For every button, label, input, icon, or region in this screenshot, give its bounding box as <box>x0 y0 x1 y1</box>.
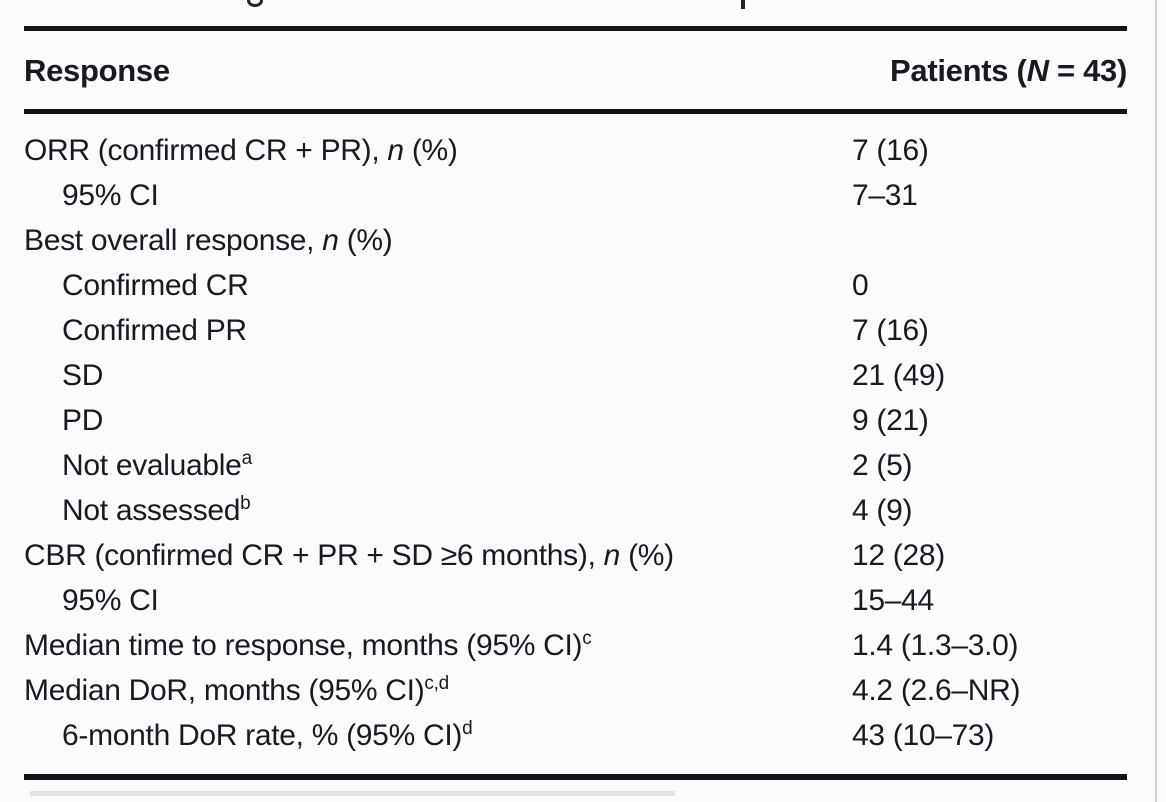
row-label: SD <box>24 353 852 398</box>
row-value: 7 (16) <box>852 314 929 347</box>
table-row: Confirmed PR 7 (16) <box>24 308 1127 353</box>
label-text: Confirmed PR <box>62 314 247 347</box>
table-row: 95% CI 15–44 <box>24 578 1127 623</box>
footnote-marker: d <box>462 718 473 739</box>
caption-remnant-descender-p <box>741 0 745 9</box>
row-value: 0 <box>852 269 869 302</box>
footnote-marker: b <box>240 493 251 514</box>
row-value: 43 (10–73) <box>852 719 995 752</box>
row-label: Best overall response, n (%) <box>24 218 852 263</box>
row-value: 4 (9) <box>852 494 913 527</box>
row-label: Median DoR, months (95% CI)c,d <box>24 668 852 713</box>
table-row: SD 21 (49) <box>24 353 1127 398</box>
label-text: CBR (confirmed CR + PR + SD ≥6 months), <box>24 539 604 572</box>
label-text: Not assessed <box>62 494 241 527</box>
label-text: n <box>322 224 339 257</box>
label-text: ORR (confirmed CR + PR), <box>24 134 388 167</box>
table-row: 6-month DoR rate, % (95% CI)d 43 (10–73) <box>24 713 1127 758</box>
label-text: (%) <box>403 134 458 167</box>
row-label: PD <box>24 398 852 443</box>
row-label: ORR (confirmed CR + PR), n (%) <box>24 128 852 173</box>
response-table: Response Patients (N = 43) ORR (confirme… <box>24 0 1127 802</box>
label-text: Median time to response, months (95% CI) <box>24 629 583 662</box>
label-text: 95% CI <box>62 179 159 212</box>
row-label: 6-month DoR rate, % (95% CI)d <box>24 713 852 758</box>
row-value: 7–31 <box>852 179 918 212</box>
row-value: 2 (5) <box>852 449 913 482</box>
label-text: SD <box>62 359 104 392</box>
table-row: Not assessedb 4 (9) <box>24 488 1127 533</box>
table-row: Confirmed CR 0 <box>24 263 1127 308</box>
label-text: (%) <box>620 539 674 572</box>
row-label: Not evaluablea <box>24 443 852 488</box>
footnote-marker: a <box>241 448 253 469</box>
table-row: ORR (confirmed CR + PR), n (%) 7 (16) <box>24 128 1127 173</box>
label-text: Best overall response, <box>24 224 323 257</box>
row-label: Not assessedb <box>24 488 852 533</box>
header-n-italic: N <box>1026 53 1049 88</box>
row-label: Confirmed CR <box>24 263 852 308</box>
row-value: 1.4 (1.3–3.0) <box>852 629 1019 662</box>
row-value: 21 (49) <box>852 359 945 392</box>
label-text: 6-month DoR rate, % (95% CI) <box>62 719 463 752</box>
row-label: Confirmed PR <box>24 308 852 353</box>
header-patients-text: Patients ( <box>890 53 1027 88</box>
table-row: Median DoR, months (95% CI)c,d 4.2 (2.6–N… <box>24 668 1127 713</box>
footnote-marker: c <box>582 628 592 649</box>
table-row: Not evaluablea 2 (5) <box>24 443 1127 488</box>
table-row: 95% CI 7–31 <box>24 173 1127 218</box>
row-value: 7 (16) <box>852 134 929 167</box>
row-label: Median time to response, months (95% CI)… <box>24 623 852 668</box>
column-header-patients: Patients (N = 43) <box>890 53 1127 89</box>
label-text: (%) <box>338 224 393 257</box>
caption-remnant-descender-g <box>247 0 263 7</box>
label-text: Median DoR, months (95% CI) <box>24 674 425 707</box>
table-top-rule <box>24 26 1127 31</box>
label-text: Not evaluable <box>62 449 242 482</box>
row-label: 95% CI <box>24 173 852 218</box>
label-text: PD <box>62 404 104 437</box>
row-value: 15–44 <box>852 584 934 617</box>
table-body: ORR (confirmed CR + PR), n (%) 7 (16) 95% … <box>24 114 1127 758</box>
label-text: n <box>387 134 404 167</box>
label-text: Confirmed CR <box>62 269 249 302</box>
table-row: CBR (confirmed CR + PR + SD ≥6 months), … <box>24 533 1127 578</box>
table-bottom-rule <box>24 774 1127 780</box>
table-header-row: Response Patients (N = 43) <box>24 40 1127 102</box>
row-value: 4.2 (2.6–NR) <box>852 674 1021 707</box>
label-text: 95% CI <box>62 584 159 617</box>
table-row: PD 9 (21) <box>24 398 1127 443</box>
label-text: n <box>603 539 621 572</box>
table-header-rule <box>24 109 1127 114</box>
footnote-marker: c,d <box>424 673 449 694</box>
row-value: 12 (28) <box>852 539 945 572</box>
table-row: Best overall response, n (%) <box>24 218 1127 263</box>
page-shadow <box>30 791 675 796</box>
page-edge-line <box>1155 0 1157 802</box>
column-header-response: Response <box>24 53 170 88</box>
row-label: 95% CI <box>24 578 852 623</box>
header-patients-text: = 43) <box>1048 53 1127 88</box>
row-value: 9 (21) <box>852 404 929 437</box>
table-row: Median time to response, months (95% CI)… <box>24 623 1127 668</box>
row-label: CBR (confirmed CR + PR + SD ≥6 months), … <box>24 533 852 578</box>
